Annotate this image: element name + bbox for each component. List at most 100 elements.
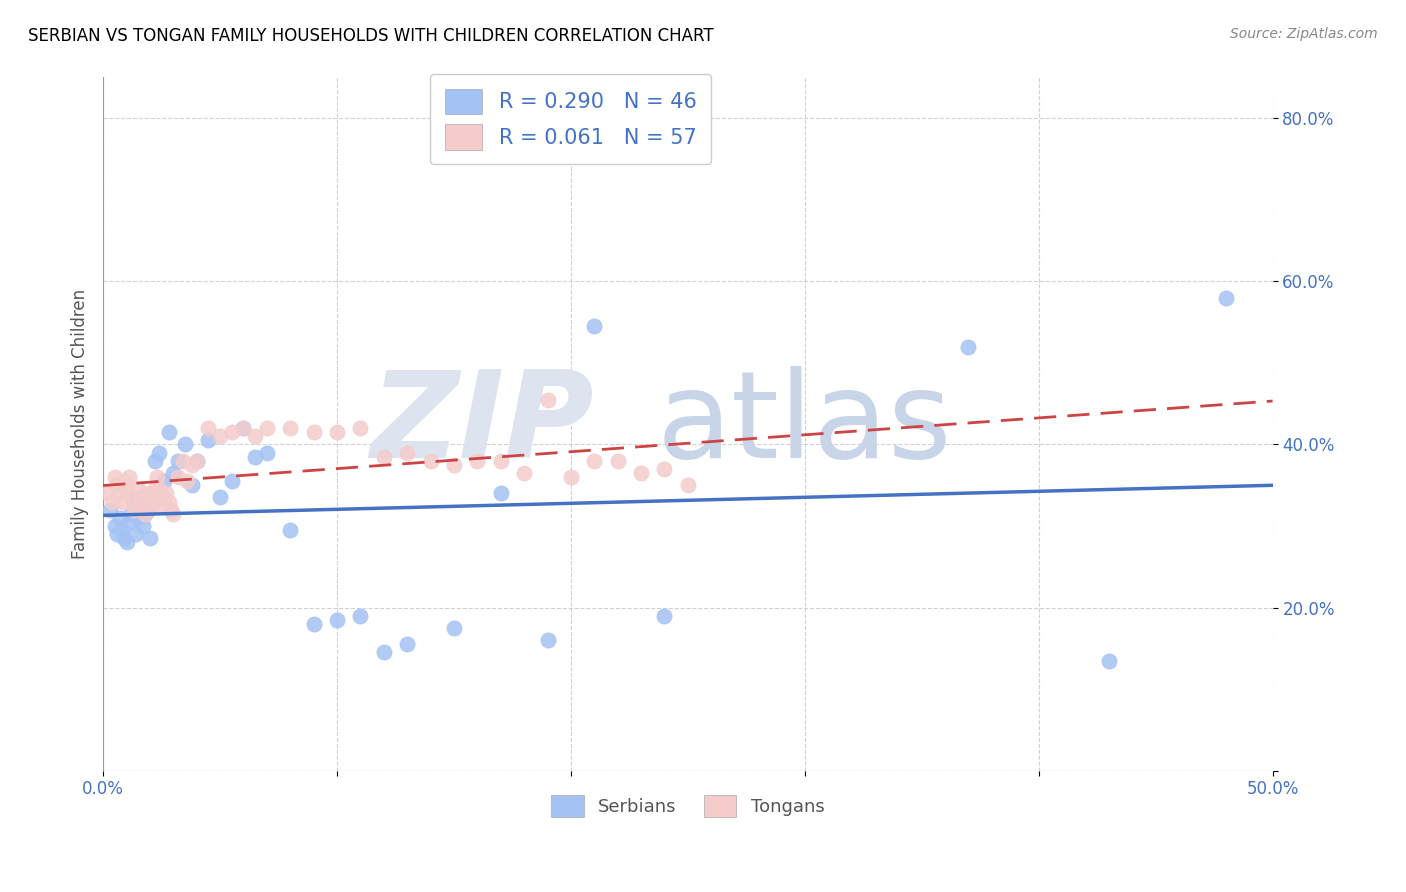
Point [97, 486, 120, 500]
Point [560, 470, 582, 484]
Point [957, 340, 980, 354]
Text: ZIP: ZIP [371, 366, 595, 483]
Point [536, 392, 558, 407]
Point [122, 502, 145, 516]
Point [232, 421, 254, 435]
Point [167, 470, 190, 484]
Point [125, 527, 148, 541]
Point [105, 527, 128, 541]
Point [157, 425, 180, 440]
Point [243, 429, 266, 443]
Point [256, 421, 278, 435]
Point [396, 637, 419, 651]
Point [181, 458, 204, 472]
Point [256, 445, 278, 459]
Point [326, 425, 349, 440]
Point [127, 483, 149, 497]
Point [278, 523, 301, 537]
Point [676, 478, 699, 492]
Point [373, 450, 395, 464]
Legend: Serbians, Tongans: Serbians, Tongans [544, 788, 832, 824]
Point [536, 633, 558, 648]
Point [1215, 291, 1237, 305]
Point [115, 535, 138, 549]
Point [162, 507, 184, 521]
Point [150, 491, 173, 505]
Point [513, 466, 536, 480]
Point [419, 454, 441, 468]
Point [302, 425, 325, 440]
Point [326, 613, 349, 627]
Point [167, 454, 190, 468]
Point [209, 429, 232, 443]
Point [104, 519, 127, 533]
Point [105, 478, 128, 492]
Point [349, 608, 371, 623]
Point [654, 608, 676, 623]
Point [104, 470, 127, 484]
Point [181, 478, 204, 492]
Point [120, 507, 142, 521]
Text: SERBIAN VS TONGAN FAMILY HOUSEHOLDS WITH CHILDREN CORRELATION CHART: SERBIAN VS TONGAN FAMILY HOUSEHOLDS WITH… [28, 27, 714, 45]
Point [172, 454, 194, 468]
Point [108, 511, 131, 525]
Point [148, 483, 170, 497]
Point [186, 454, 208, 468]
Point [467, 454, 489, 468]
Point [157, 494, 180, 508]
Point [155, 486, 177, 500]
Y-axis label: Family Households with Children: Family Households with Children [72, 289, 89, 559]
Point [583, 319, 606, 334]
Point [654, 462, 676, 476]
Point [122, 494, 145, 508]
Point [139, 531, 162, 545]
Point [98, 502, 121, 516]
Point [1098, 654, 1121, 668]
Point [143, 454, 166, 468]
Point [101, 494, 124, 508]
Point [443, 621, 465, 635]
Point [221, 474, 243, 488]
Point [162, 466, 184, 480]
Point [136, 486, 159, 500]
Text: Source: ZipAtlas.com: Source: ZipAtlas.com [1230, 27, 1378, 41]
Point [115, 483, 138, 497]
Point [118, 515, 141, 529]
Point [489, 454, 512, 468]
Point [243, 450, 266, 464]
Point [112, 531, 135, 545]
Point [302, 616, 325, 631]
Point [153, 474, 176, 488]
Point [111, 523, 134, 537]
Point [373, 645, 395, 659]
Point [141, 499, 163, 513]
Point [132, 519, 155, 533]
Point [160, 502, 183, 516]
Point [221, 425, 243, 440]
Point [197, 434, 219, 448]
Point [278, 421, 301, 435]
Point [396, 445, 419, 459]
Point [134, 507, 156, 521]
Point [197, 421, 219, 435]
Point [349, 421, 371, 435]
Text: atlas: atlas [657, 366, 953, 483]
Point [111, 494, 134, 508]
Point [630, 466, 652, 480]
Point [132, 499, 155, 513]
Point [153, 499, 176, 513]
Point [129, 491, 152, 505]
Point [108, 486, 131, 500]
Point [129, 499, 152, 513]
Point [139, 494, 162, 508]
Point [127, 511, 149, 525]
Point [136, 502, 159, 516]
Point [118, 470, 141, 484]
Point [134, 507, 156, 521]
Point [232, 421, 254, 435]
Point [186, 454, 208, 468]
Point [146, 470, 169, 484]
Point [443, 458, 465, 472]
Point [148, 445, 170, 459]
Point [176, 474, 198, 488]
